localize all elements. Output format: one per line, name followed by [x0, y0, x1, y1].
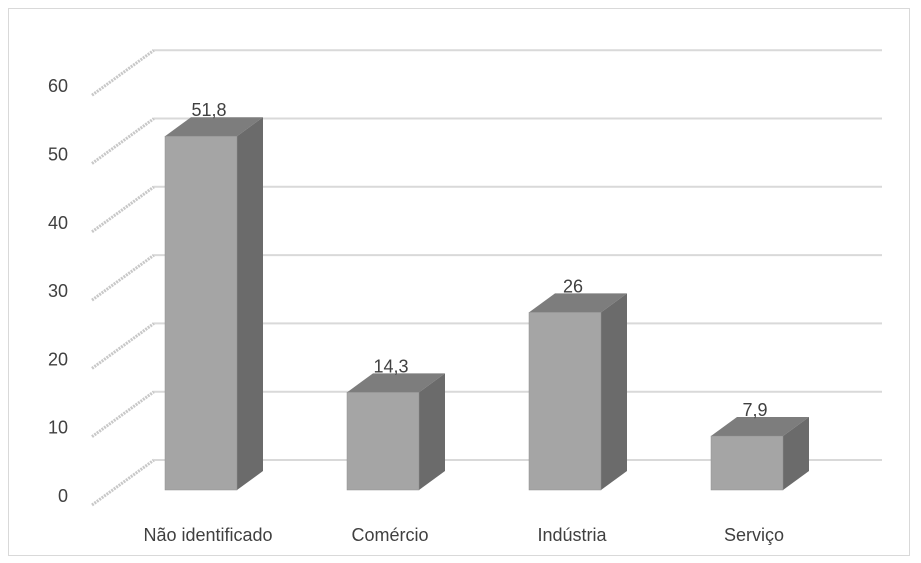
y-tick-label: 10 [48, 418, 68, 438]
data-label: 26 [563, 276, 583, 296]
gridline-side-60 [91, 48, 155, 97]
bar-1 [346, 392, 420, 491]
y-tick-label: 30 [48, 281, 68, 301]
bar-top-0 [165, 117, 263, 137]
gridline-side-50 [91, 117, 155, 165]
bar-2 [528, 312, 602, 491]
category-label: Não identificado [143, 525, 272, 545]
bar-side-3 [783, 417, 809, 490]
bars [164, 117, 809, 491]
gridline-side-0 [91, 458, 155, 507]
bar-top-1 [347, 373, 445, 393]
gridlines [91, 48, 882, 507]
bar-top-2 [529, 293, 627, 313]
y-tick-label: 60 [48, 76, 68, 96]
gridline-side-10 [91, 390, 155, 438]
data-labels: 51,8 14,3 26 7,9 [191, 100, 767, 420]
bar-top-3 [711, 417, 809, 437]
gridline-side-20 [91, 322, 155, 370]
bar-3 [710, 435, 784, 491]
category-label: Serviço [724, 525, 784, 545]
data-label: 51,8 [191, 100, 226, 120]
bar-0 [164, 135, 238, 491]
y-tick-label: 20 [48, 349, 68, 369]
data-label: 7,9 [742, 400, 767, 420]
y-tick-label: 0 [58, 486, 68, 506]
data-label: 14,3 [373, 356, 408, 376]
gridline-side-30 [91, 253, 155, 302]
category-label: Indústria [537, 525, 607, 545]
gridline-side-40 [91, 185, 155, 234]
bar-side-0 [237, 117, 263, 491]
x-axis-categories: Não identificado Comércio Indústria Serviço [143, 525, 784, 545]
y-tick-label: 50 [48, 145, 68, 165]
y-tick-label: 40 [48, 213, 68, 233]
bar-side-1 [419, 373, 445, 490]
y-axis-ticks: 0 10 20 30 40 50 60 [48, 76, 68, 506]
category-label: Comércio [351, 525, 428, 545]
bar-side-2 [601, 293, 627, 490]
